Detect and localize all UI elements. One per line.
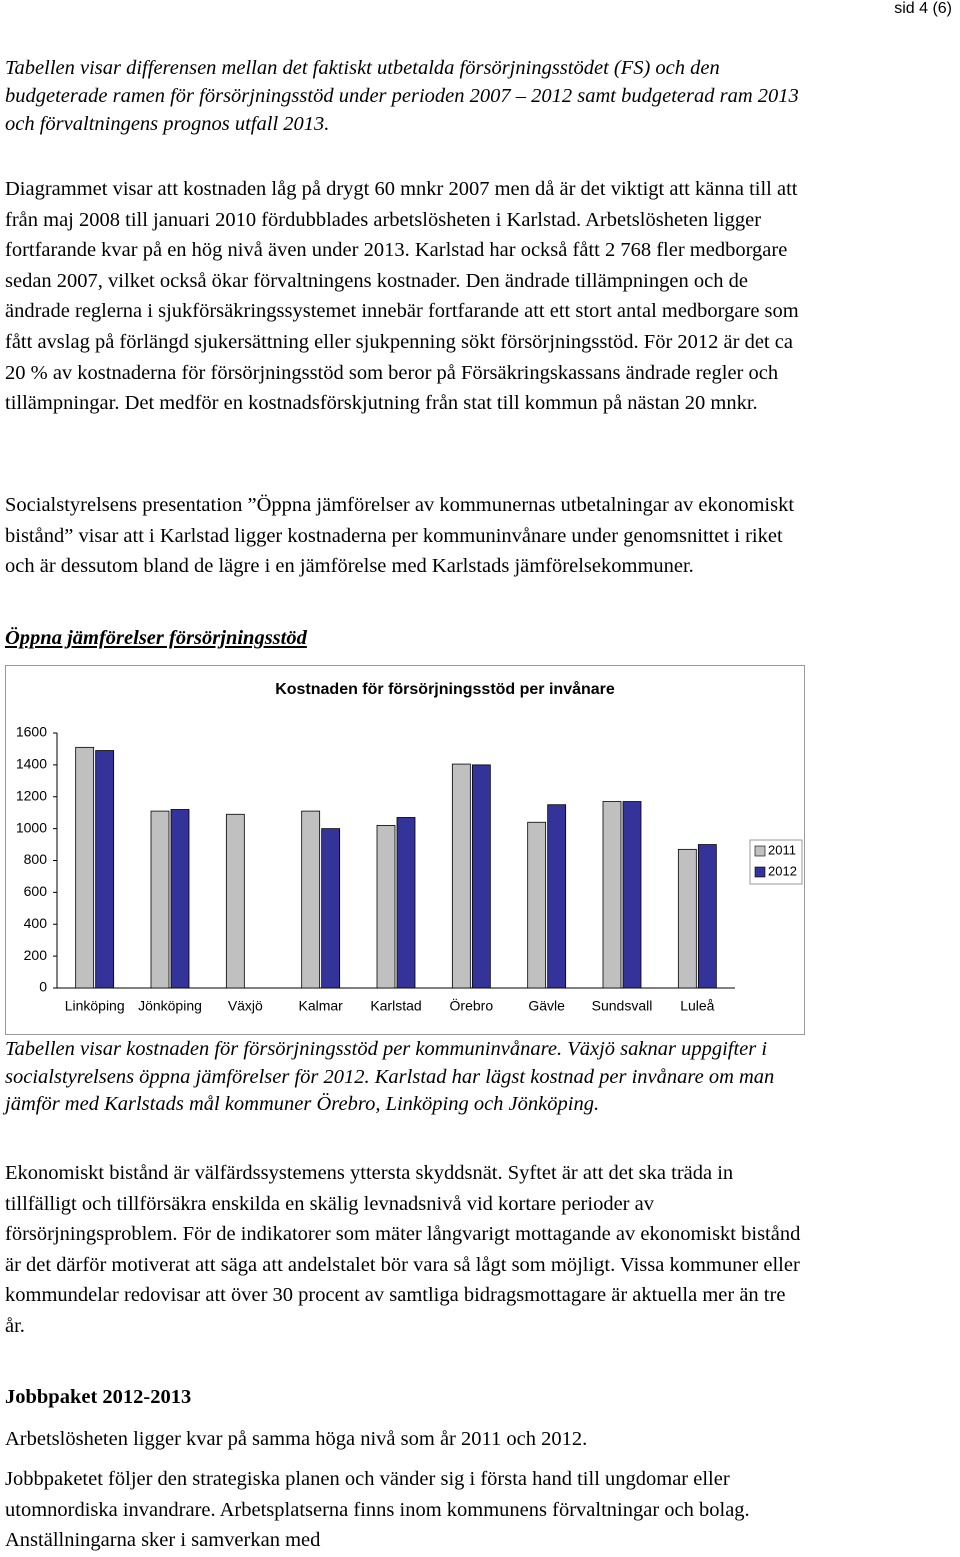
bar: [602, 801, 622, 989]
legend-label: 2011: [768, 842, 796, 857]
y-tick-label: 600: [24, 883, 48, 899]
bar: [396, 817, 416, 989]
bar: [527, 821, 547, 989]
bar: [170, 809, 190, 989]
bar: [547, 804, 567, 989]
bar: [95, 750, 115, 989]
bar: [622, 801, 642, 989]
x-tick-label: Karlstad: [370, 998, 421, 1014]
bar: [301, 810, 321, 989]
bar: [376, 825, 396, 989]
y-tick-label: 400: [24, 915, 48, 931]
bar: [225, 813, 245, 989]
x-tick-label: Linköping: [65, 998, 125, 1014]
x-tick-label: Jönköping: [138, 998, 202, 1014]
chart-title: Kostnaden för försörjningsstöd per invån…: [275, 680, 615, 698]
bar: [471, 764, 491, 989]
paragraph: Ekonomiskt bistånd är välfärdssystemens …: [5, 1162, 801, 1337]
x-tick-label: Sundsvall: [592, 998, 653, 1014]
bar: [75, 746, 95, 989]
caption: Tabellen visar kostnaden för försörjning…: [5, 1038, 775, 1115]
y-tick-label: 200: [24, 947, 48, 963]
y-tick-label: 1600: [16, 724, 47, 740]
heading: Jobbpaket 2012-2013: [5, 1386, 192, 1408]
paragraph: Diagrammet visar att kostnaden låg på dr…: [5, 178, 799, 415]
legend-swatch: [754, 866, 766, 878]
x-tick-label: Gävle: [528, 998, 565, 1014]
page-number: sid 4 (6): [894, 0, 952, 17]
bar: [677, 848, 697, 989]
y-tick-label: 1200: [16, 787, 47, 803]
y-tick-label: 1000: [16, 819, 47, 835]
intro: Tabellen visar differensen mellan det fa…: [5, 57, 799, 135]
paragraph: Socialstyrelsens presentation ”Öppna jäm…: [5, 494, 795, 578]
bar: [150, 810, 170, 989]
bar: [451, 763, 471, 989]
bar: [321, 828, 341, 989]
x-tick-label: Kalmar: [298, 998, 343, 1014]
paragraph: Arbetslösheten ligger kvar på samma höga…: [5, 1428, 588, 1450]
bar: [697, 844, 717, 989]
x-tick-label: Luleå: [680, 998, 714, 1014]
y-tick-label: 1400: [16, 756, 47, 772]
legend-label: 2012: [768, 863, 797, 878]
heading: Öppna jämförelser försörjningsstöd: [5, 627, 307, 649]
y-tick-label: 0: [39, 979, 47, 995]
x-tick-label: Växjö: [228, 998, 263, 1014]
y-tick-label: 800: [24, 851, 48, 867]
paragraph: Jobbpaketet följer den strategiska plane…: [5, 1468, 750, 1552]
x-tick-label: Örebro: [450, 997, 494, 1014]
legend-swatch: [754, 845, 766, 857]
chart: Kostnaden för försörjningsstöd per invån…: [5, 665, 805, 1035]
